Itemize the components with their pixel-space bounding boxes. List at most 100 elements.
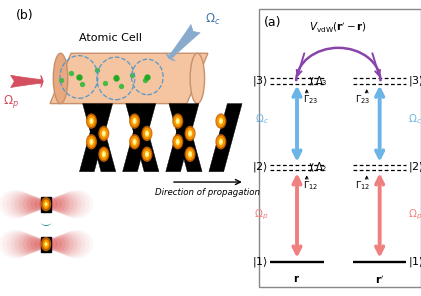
Polygon shape	[83, 104, 116, 172]
Ellipse shape	[129, 134, 140, 149]
Ellipse shape	[172, 113, 183, 129]
Ellipse shape	[56, 193, 81, 216]
Text: Direction of propagation: Direction of propagation	[155, 188, 260, 197]
Ellipse shape	[131, 136, 139, 148]
Ellipse shape	[103, 132, 104, 135]
Ellipse shape	[143, 128, 151, 139]
Ellipse shape	[0, 230, 32, 258]
Ellipse shape	[55, 234, 77, 255]
Text: $|2\rangle$: $|2\rangle$	[253, 160, 269, 174]
Ellipse shape	[177, 120, 179, 122]
Ellipse shape	[43, 200, 49, 209]
Ellipse shape	[59, 191, 89, 218]
Ellipse shape	[100, 148, 108, 160]
Ellipse shape	[176, 118, 180, 124]
Ellipse shape	[184, 147, 196, 162]
Ellipse shape	[3, 231, 33, 258]
Text: $\Omega_p$: $\Omega_p$	[3, 93, 19, 110]
Ellipse shape	[53, 194, 74, 214]
Ellipse shape	[102, 151, 106, 157]
Ellipse shape	[15, 234, 37, 255]
Ellipse shape	[11, 193, 36, 216]
Ellipse shape	[134, 140, 136, 143]
Ellipse shape	[60, 190, 93, 218]
Ellipse shape	[129, 113, 140, 129]
Ellipse shape	[58, 192, 85, 217]
Ellipse shape	[11, 233, 36, 256]
Ellipse shape	[219, 139, 223, 145]
Ellipse shape	[45, 202, 48, 207]
FancyBboxPatch shape	[41, 197, 51, 212]
Ellipse shape	[89, 118, 93, 124]
Ellipse shape	[89, 139, 93, 145]
Text: $\Gamma_{23}$: $\Gamma_{23}$	[355, 93, 370, 106]
Ellipse shape	[27, 197, 42, 212]
Ellipse shape	[27, 237, 42, 252]
Ellipse shape	[134, 120, 136, 122]
Ellipse shape	[3, 191, 33, 218]
Ellipse shape	[22, 236, 40, 253]
Text: $\Gamma_{12}$: $\Gamma_{12}$	[304, 179, 319, 192]
Ellipse shape	[186, 148, 195, 160]
Ellipse shape	[145, 151, 149, 157]
Ellipse shape	[38, 239, 46, 249]
Text: $|1\rangle$: $|1\rangle$	[408, 255, 421, 269]
Ellipse shape	[41, 237, 51, 251]
Ellipse shape	[188, 151, 192, 157]
Text: $\Delta_3$: $\Delta_3$	[315, 74, 328, 88]
Text: $|3\rangle$: $|3\rangle$	[408, 74, 421, 88]
Text: $\Omega_c$: $\Omega_c$	[255, 112, 269, 126]
Ellipse shape	[190, 53, 205, 104]
Ellipse shape	[41, 197, 51, 211]
Text: (b): (b)	[16, 9, 33, 22]
Text: $\Gamma_{23}$: $\Gamma_{23}$	[304, 93, 319, 106]
Ellipse shape	[86, 113, 97, 129]
Ellipse shape	[141, 126, 152, 141]
Ellipse shape	[51, 237, 66, 252]
Text: $|2\rangle$: $|2\rangle$	[408, 160, 421, 174]
Ellipse shape	[98, 147, 109, 162]
Text: $\bf{r'}$: $\bf{r'}$	[375, 273, 384, 286]
Ellipse shape	[103, 153, 104, 156]
Ellipse shape	[177, 140, 179, 143]
Ellipse shape	[52, 195, 69, 213]
Text: $\frown$: $\frown$	[39, 217, 55, 230]
Text: Atomic Cell: Atomic Cell	[79, 33, 142, 43]
Text: $\Omega_p$: $\Omega_p$	[254, 207, 269, 222]
Ellipse shape	[45, 242, 48, 247]
Polygon shape	[166, 104, 199, 172]
FancyBboxPatch shape	[41, 237, 51, 252]
Ellipse shape	[141, 147, 152, 162]
Ellipse shape	[19, 194, 39, 214]
Ellipse shape	[43, 200, 48, 208]
Ellipse shape	[30, 237, 43, 251]
Ellipse shape	[100, 128, 108, 139]
Ellipse shape	[49, 197, 61, 211]
Ellipse shape	[220, 140, 222, 143]
Ellipse shape	[53, 234, 74, 254]
Ellipse shape	[87, 115, 96, 127]
Ellipse shape	[35, 238, 45, 250]
Ellipse shape	[145, 130, 149, 137]
Ellipse shape	[188, 130, 192, 137]
Ellipse shape	[7, 192, 35, 217]
Ellipse shape	[7, 232, 35, 257]
Ellipse shape	[45, 243, 47, 245]
Ellipse shape	[133, 118, 137, 124]
Ellipse shape	[53, 53, 68, 104]
Ellipse shape	[38, 199, 46, 209]
Text: $\Omega_p$: $\Omega_p$	[408, 207, 421, 222]
Ellipse shape	[220, 120, 222, 122]
Ellipse shape	[86, 134, 97, 149]
Ellipse shape	[172, 134, 183, 149]
Ellipse shape	[19, 234, 39, 254]
Ellipse shape	[176, 139, 180, 145]
Ellipse shape	[87, 136, 96, 148]
Ellipse shape	[0, 190, 32, 218]
Polygon shape	[209, 104, 242, 172]
Ellipse shape	[45, 200, 50, 208]
Ellipse shape	[189, 132, 191, 135]
Ellipse shape	[22, 195, 40, 213]
FancyBboxPatch shape	[259, 9, 421, 287]
Ellipse shape	[146, 153, 148, 156]
